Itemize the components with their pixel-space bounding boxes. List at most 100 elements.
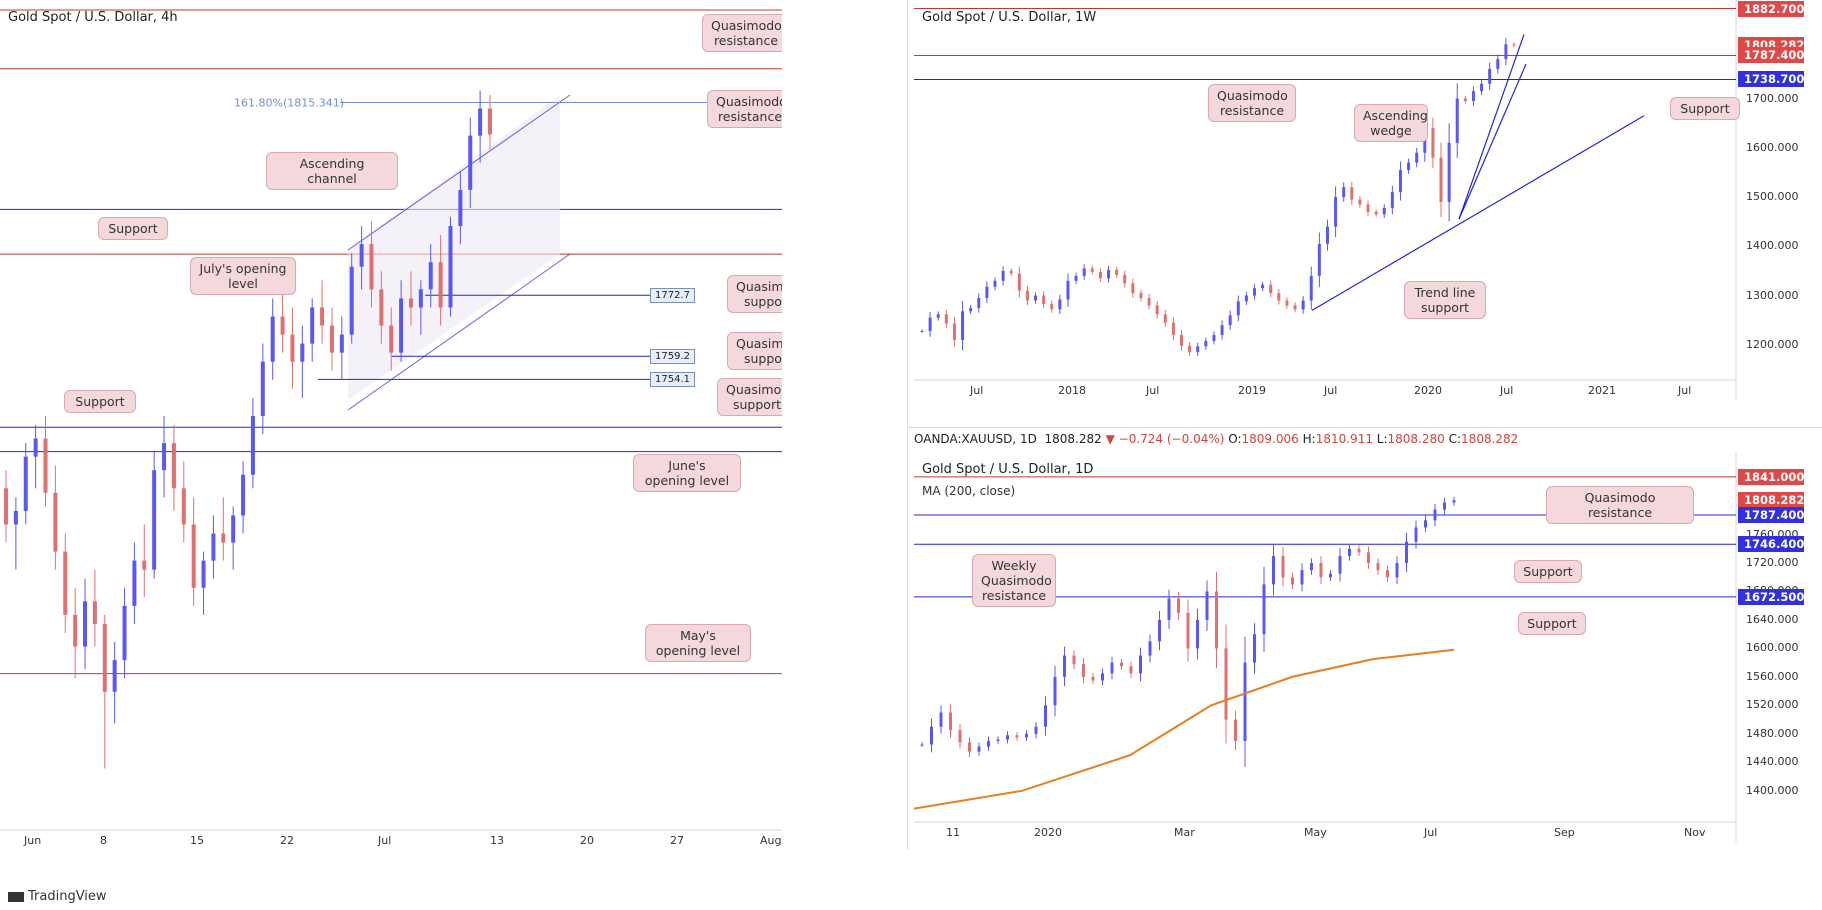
annotation-ascending-wedge: Ascending wedge: [1354, 104, 1428, 142]
candle-1w-body: [1325, 226, 1329, 244]
level-tag-1841.000: 1841.000: [1738, 468, 1804, 485]
candle-4h-body: [53, 492, 58, 552]
annotation-quasimodo-support-1772: Quasimodo support: [727, 275, 782, 313]
candle-1w-body: [1163, 314, 1167, 323]
candle-4h-body: [448, 226, 453, 308]
candle-1w-body: [1025, 290, 1029, 301]
candle-4h-body: [201, 560, 206, 588]
candle-1w-body: [1366, 204, 1370, 212]
candle-4h-body: [241, 474, 246, 516]
price-tick-label: 1300.000: [1746, 288, 1799, 302]
candle-4h-body: [191, 524, 196, 588]
candle-1w-body: [1228, 315, 1232, 326]
candle-1w-body: [1496, 59, 1500, 69]
annotation-julys-opening-level: July's opening level: [190, 257, 296, 295]
time-tick-label: Aug: [760, 834, 782, 847]
candle-1d-body: [1120, 662, 1123, 667]
candle-1d-body: [1291, 577, 1294, 585]
time-tick-label: 22: [280, 834, 294, 847]
candle-1w-body: [961, 311, 965, 340]
tradingview-logo-text: TradingView: [28, 889, 107, 904]
candle-1w-body: [1301, 300, 1305, 310]
chart-4h-title: Gold Spot / U.S. Dollar, 4h: [8, 10, 178, 25]
price-tick-label: 1200.000: [1746, 337, 1799, 351]
candle-1d-body: [1452, 500, 1456, 503]
candle-4h-body: [23, 456, 28, 511]
candle-1w-body: [944, 314, 948, 324]
candle-1d-body: [1044, 705, 1047, 727]
time-tick-label: 11: [946, 826, 960, 839]
price-tick-label: 1700.000: [1746, 91, 1799, 105]
candle-1d-body: [1006, 735, 1009, 740]
candle-1w-body: [1082, 268, 1086, 276]
candle-4h-body: [171, 443, 176, 489]
channel-upper-line: [347, 94, 571, 251]
candle-4h-body: [132, 560, 137, 606]
candle-1w-body: [1058, 299, 1062, 310]
candle-1d-body: [1101, 673, 1104, 681]
candle-1d-body: [1300, 570, 1304, 585]
candle-1w-body: [1050, 303, 1054, 310]
annotation-weekly-support: Support: [1670, 97, 1740, 120]
chart-1d-panel[interactable]: Gold Spot / U.S. Dollar, 1D MA (200, clo…: [914, 452, 1822, 850]
candle-1d-body: [1262, 584, 1266, 635]
chart-1d-title: Gold Spot / U.S. Dollar, 1D: [922, 462, 1094, 477]
candle-1w-body: [1001, 270, 1005, 281]
candle-1d-body: [1129, 666, 1133, 674]
candle-4h-body: [73, 614, 78, 647]
candle-1w-body: [1188, 345, 1192, 353]
price-tick-label: 1600.000: [1746, 641, 1799, 655]
candle-1d-body: [1177, 598, 1180, 613]
candle-4h-body: [339, 334, 344, 353]
price-tick-label: 1400.000: [1746, 783, 1799, 797]
price-tick-label: 1520.000: [1746, 698, 1799, 712]
candle-4h-body: [102, 623, 107, 692]
candle-1d-body: [1395, 563, 1399, 578]
candle-1w-body: [1034, 295, 1038, 301]
annotation-support-1743: Support: [64, 390, 136, 413]
chart-1d-svg[interactable]: [914, 452, 1822, 850]
candle-4h-body: [231, 515, 236, 543]
level-tag-1787.400: 1787.400: [1738, 507, 1804, 524]
price-tick-label: 1400.000: [1746, 239, 1799, 253]
candle-1w-body: [1431, 128, 1435, 158]
annotation-ascending-channel: Ascending channel: [266, 152, 398, 190]
candle-1w-body: [1252, 288, 1256, 296]
candle-1d-body: [1281, 555, 1285, 578]
price-tick-label: 1640.000: [1746, 612, 1799, 626]
candle-1d-body: [1424, 520, 1427, 528]
annotation-weekly-quasimodo-resistance-1d: Weekly Quasimodo resistance: [972, 554, 1056, 607]
candle-1d-body: [1025, 733, 1028, 738]
candle-1d-body: [968, 742, 971, 752]
candle-1d-body: [1167, 598, 1171, 620]
time-tick-label: Jul: [1146, 384, 1160, 397]
candle-1w-body: [1317, 243, 1321, 276]
candle-1d-body: [1015, 735, 1019, 738]
candle-1d-body: [1053, 676, 1057, 706]
candle-1d-body: [977, 746, 981, 752]
ohlc-c-label: C:: [1448, 432, 1462, 446]
candle-1w-body: [1155, 305, 1159, 315]
chart-4h-panel[interactable]: 161.80%(1815.341) Gold Spot / U.S. Dolla…: [0, 0, 782, 850]
candle-4h-body: [408, 298, 413, 308]
candle-1d-body: [1433, 509, 1437, 521]
chart-1w-panel[interactable]: Gold Spot / U.S. Dollar, 1W 1200.000 1300…: [914, 0, 1822, 426]
candle-1d-body: [1243, 662, 1247, 741]
time-tick-label: Jun: [24, 834, 42, 847]
annotation-1d-quasimodo-resistance: Quasimodo resistance: [1546, 486, 1694, 524]
candle-1w-body: [1350, 187, 1354, 200]
time-tick-label: 20: [580, 834, 594, 847]
time-tick-label: 2020: [1034, 826, 1062, 839]
candle-1w-body: [1107, 269, 1111, 279]
candle-1w-body: [1090, 268, 1094, 272]
candle-1w-body: [1042, 295, 1046, 304]
annotation-trend-line-support: Trend line support: [1404, 281, 1486, 319]
chart-4h-svg[interactable]: 161.80%(1815.341): [0, 0, 782, 850]
chart-1w-svg[interactable]: [914, 0, 1822, 426]
quasimodo-support-value-1754.1: 1754.1: [650, 372, 695, 388]
candle-1w-body: [1261, 284, 1265, 289]
time-tick-label: 8: [100, 834, 107, 847]
candle-1w-body: [1488, 68, 1492, 84]
candle-1w-body: [1398, 169, 1402, 193]
candle-1w-body: [1277, 293, 1281, 301]
